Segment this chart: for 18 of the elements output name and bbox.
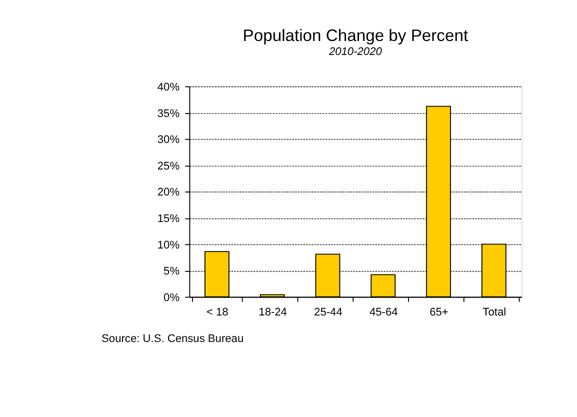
source-note: Source: U.S. Census Bureau xyxy=(102,333,244,346)
y-tick-label: 30% xyxy=(157,134,180,146)
y-tick-label: 10% xyxy=(157,239,180,252)
x-tick-label: 18-24 xyxy=(258,306,287,319)
y-tick-label: 40% xyxy=(157,81,180,94)
x-tick-label: Total xyxy=(482,306,506,319)
y-tick-label: 35% xyxy=(157,108,180,120)
x-tick-label: 45-64 xyxy=(369,306,398,319)
x-tick-label: 65+ xyxy=(430,306,448,319)
chart-title: Population Change by Percent xyxy=(242,26,468,46)
y-tick-label: 0% xyxy=(164,292,180,304)
chart-subtitle: 2010-2020 xyxy=(328,46,383,58)
y-tick-label: 20% xyxy=(157,186,180,199)
x-tick-label: 25-44 xyxy=(314,306,342,319)
x-tick-label: < 18 xyxy=(206,306,228,319)
y-tick-label: 25% xyxy=(157,160,180,172)
y-tick-label: 15% xyxy=(157,213,180,226)
y-tick-label: 5% xyxy=(164,266,180,278)
